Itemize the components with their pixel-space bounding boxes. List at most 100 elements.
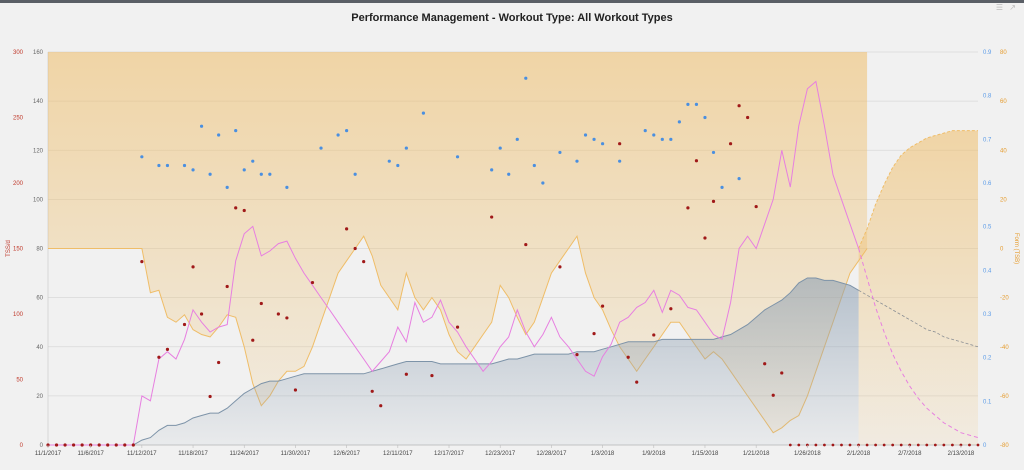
y-left-axis-title: TSS/d (6, 240, 12, 257)
tss-point (404, 372, 408, 376)
tss-point (362, 260, 366, 264)
x-tick-label: 11/30/2017 (281, 451, 311, 457)
tss-point (728, 142, 733, 146)
tss-point (285, 316, 289, 320)
y-left-tss-tick-label: 250 (13, 116, 24, 122)
tss-future-point (848, 443, 852, 447)
if-point (225, 185, 229, 189)
tss-future-point (840, 443, 843, 447)
if-point (558, 150, 562, 155)
y-right-tsb-tick-label: 40 (1000, 148, 1007, 154)
y-right-tsb-tick-label: -80 (1000, 443, 1009, 449)
if-point (336, 133, 340, 137)
if-point (643, 129, 647, 133)
tss-point (370, 389, 374, 393)
if-point (268, 172, 272, 176)
if-point (652, 133, 656, 137)
tss-point (251, 338, 255, 342)
tss-point (310, 280, 315, 285)
tss-point (114, 443, 118, 447)
tss-point (703, 236, 707, 240)
ctl-line (48, 277, 859, 446)
if-point (345, 129, 349, 133)
expand-icon[interactable]: ↗ (1009, 3, 1016, 12)
if-point (182, 163, 187, 168)
y-right-if-tick-label: 0.5 (983, 225, 992, 231)
tss-point (353, 246, 357, 251)
x-tick-label: 12/23/2017 (485, 451, 516, 457)
y-right-tsb-tick-label: -20 (1000, 296, 1009, 302)
tss-point (259, 301, 263, 306)
x-tick-label: 11/6/2017 (78, 451, 105, 457)
tss-future-point (942, 443, 946, 447)
tss-point (490, 215, 494, 219)
tss-future-point (831, 443, 835, 447)
y-right-tsb-tick-label: 80 (1000, 50, 1007, 56)
if-point (234, 129, 238, 133)
tss-point (711, 199, 716, 203)
y-left-pmc-tick-label: 160 (33, 50, 44, 56)
tss-point (754, 204, 758, 209)
tsb-projection-line (858, 130, 978, 249)
x-tick-label: 12/6/2017 (333, 451, 360, 457)
tsb-projection-area (858, 130, 978, 445)
tss-point (575, 353, 579, 357)
if-point (507, 172, 511, 176)
tss-point (652, 333, 656, 337)
y-left-tss-tick-label: 100 (13, 312, 24, 318)
tss-point (276, 312, 280, 316)
tss-point (140, 260, 144, 264)
y-right-if-tick-label: 0.7 (983, 137, 992, 143)
y-right-if-tick-label: 0.6 (983, 181, 992, 187)
y-left-tss-tick-label: 50 (16, 378, 23, 384)
tss-future-point (865, 443, 869, 447)
y-left-pmc-tick-label: 60 (36, 296, 43, 302)
list-icon[interactable]: ☰ (995, 3, 1004, 12)
x-tick-label: 1/26/2018 (794, 451, 821, 457)
ctl-area (48, 278, 859, 445)
ctl-projection-line (858, 289, 979, 348)
tss-point (80, 443, 84, 447)
if-point (421, 111, 426, 115)
if-point (217, 133, 221, 137)
tss-future-point (882, 443, 886, 447)
tss-point (157, 355, 161, 359)
tsb-area (48, 52, 868, 433)
if-point (455, 155, 460, 159)
x-tick-label: 2/1/2018 (847, 451, 871, 457)
tss-point (455, 325, 460, 329)
y-right-tsb-tick-label: -60 (1000, 394, 1009, 400)
y-left-tss-tick-label: 150 (13, 247, 24, 253)
tss-future-point (899, 443, 903, 447)
tss-point (763, 362, 767, 366)
tss-point (430, 373, 434, 378)
y-left-pmc-tick-label: 140 (33, 99, 44, 105)
if-point (191, 168, 195, 172)
tss-point (592, 332, 596, 336)
tss-future-point (874, 443, 878, 447)
y-left-pmc-tick-label: 80 (36, 247, 43, 253)
if-point (541, 181, 545, 185)
x-tick-label: 12/17/2017 (434, 451, 465, 457)
x-tick-label: 12/28/2017 (536, 451, 567, 457)
if-point (319, 146, 323, 150)
y-right-axis-title: Form (TSB) (1013, 233, 1019, 264)
tss-future-point (891, 443, 895, 447)
tss-point (131, 443, 135, 447)
x-tick-label: 1/9/2018 (642, 451, 666, 457)
if-point (387, 159, 391, 163)
y-left-tss-tick-label: 0 (20, 443, 24, 449)
tss-future-point (925, 443, 929, 447)
tss-point (165, 347, 170, 351)
if-point (242, 168, 246, 172)
atl-line (48, 80, 860, 446)
if-point (396, 163, 400, 168)
tss-point (558, 265, 562, 269)
tss-point (225, 284, 229, 289)
y-left-pmc-tick-label: 100 (33, 197, 44, 203)
y-left-pmc-tick-label: 120 (33, 148, 44, 154)
y-left-pmc-tick-label: 0 (40, 443, 44, 449)
tss-future-point (951, 443, 954, 447)
tss-point (771, 393, 775, 397)
